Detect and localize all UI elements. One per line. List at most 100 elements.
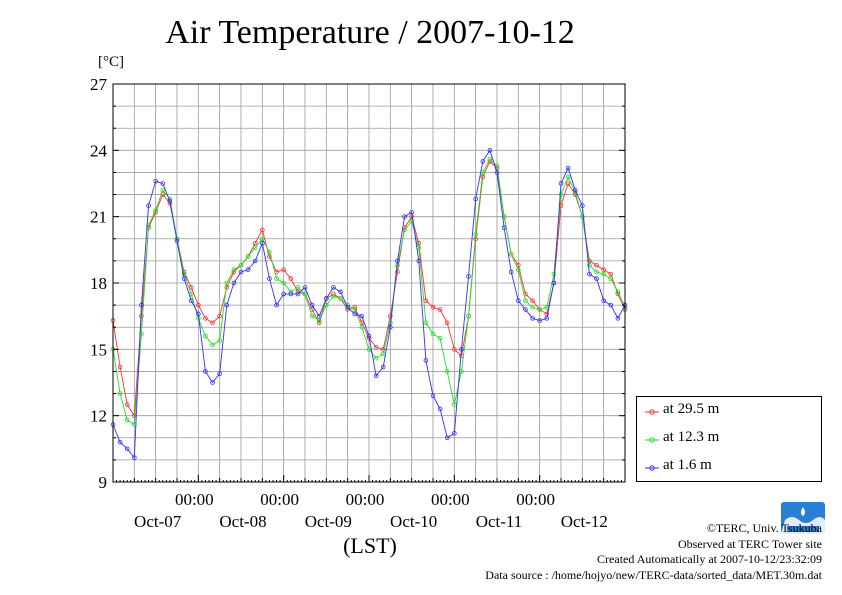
data-point [309,313,315,319]
copyright-text: ©TERC, Univ. Tsukuba [706,521,822,535]
data-point [572,187,578,193]
data-point [437,335,443,341]
data-point [487,148,493,153]
data-point [601,298,606,303]
credits-block: ©TERC, Univ. Tsukuba Observed at TERC To… [485,521,822,583]
data-point [565,165,571,171]
source-text: Data source : /home/hojyo/new/TERC-data/… [485,567,822,582]
day-label: Oct-07 [134,512,182,531]
x-tick-label: 00:00 [431,490,470,509]
data-point [217,313,222,319]
chart-title: Air Temperature / 2007-10-12 [165,14,575,51]
data-point [409,209,414,215]
chart-grid [113,84,625,482]
data-point [146,223,151,228]
data-point [373,355,379,361]
y-tick-label: 24 [90,141,108,160]
data-point [373,373,379,379]
data-point [124,446,130,452]
data-point [437,307,443,312]
x-axis-label: (LST) [343,533,397,558]
data-point [594,269,599,275]
data-point [210,320,215,326]
data-point [565,174,571,180]
data-point [231,280,237,286]
data-point [188,298,194,303]
data-point [501,225,507,231]
data-point [217,371,222,376]
data-point [558,181,564,186]
data-point [324,296,329,301]
data-point [430,331,436,337]
data-point [551,271,557,277]
y-tick-label: 12 [90,407,107,426]
data-point [181,271,187,277]
series-line [112,158,626,426]
data-point [295,291,301,297]
data-point [331,293,336,299]
data-point [388,313,393,319]
data-point [594,263,599,268]
data-point [281,280,286,286]
data-point [153,178,158,184]
data-point [508,269,514,275]
data-point [430,393,436,399]
data-point [252,240,258,246]
data-point [530,305,535,310]
data-point [501,214,507,219]
data-point [608,271,614,277]
y-axis-unit: [°C] [98,54,124,70]
data-point [380,347,386,352]
data-point [117,439,123,445]
y-tick-label: 21 [90,208,107,227]
data-point [359,324,365,330]
data-point [203,333,208,339]
data-point [565,181,571,186]
data-point [146,203,151,208]
data-point [601,271,606,277]
data-point [238,263,244,268]
data-point [181,276,187,281]
data-point [444,435,450,441]
data-point [132,455,137,460]
data-point [558,192,564,197]
data-point [252,245,258,250]
data-point [139,302,144,308]
data-point [459,347,464,352]
data-point [124,402,130,407]
data-point [366,347,372,352]
data-point [160,187,166,193]
data-point [608,302,614,308]
data-point [267,249,272,255]
data-point [274,302,279,308]
data-point [516,267,521,273]
data-point [388,324,393,330]
data-point [231,267,237,273]
data-point [473,196,478,202]
data-point [537,318,542,323]
data-point [288,291,294,297]
y-tick-label: 18 [90,274,107,293]
x-tick-label: 00:00 [346,490,385,509]
data-point [615,316,621,321]
data-point [274,276,279,281]
data-point [345,305,350,310]
y-tick-label: 15 [90,340,107,359]
observed-text: Observed at TERC Tower site [677,536,822,551]
data-point [174,238,180,244]
data-point [423,358,429,363]
data-point [224,302,230,308]
data-point [288,276,294,281]
data-point [153,207,158,213]
data-point [473,232,478,237]
data-point [587,271,592,277]
series-line [112,149,626,459]
data-point [210,342,215,348]
data-point [324,302,329,308]
data-point [494,170,500,175]
data-point [359,313,365,319]
data-point [203,369,208,374]
data-point [466,313,471,319]
data-point [124,417,130,423]
